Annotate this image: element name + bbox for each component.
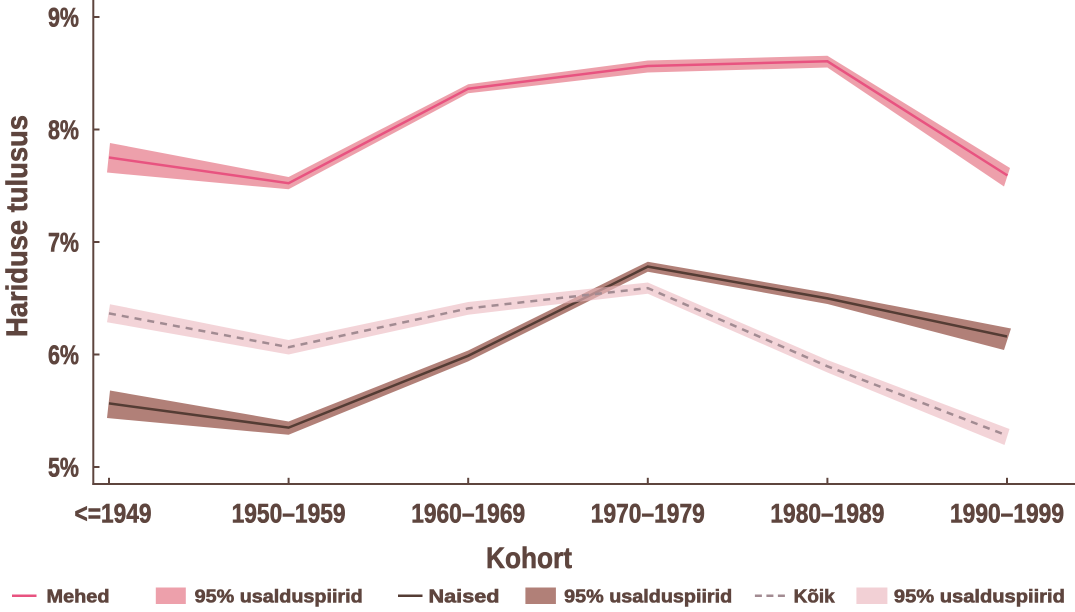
svg-text:5%: 5% bbox=[48, 453, 79, 483]
svg-text:6%: 6% bbox=[48, 340, 79, 370]
svg-text:7%: 7% bbox=[48, 228, 79, 258]
svg-text:8%: 8% bbox=[48, 115, 79, 145]
svg-text:Hariduse tulusus: Hariduse tulusus bbox=[1, 115, 34, 337]
svg-text:1980–1989: 1980–1989 bbox=[770, 499, 884, 529]
svg-text:1970–1979: 1970–1979 bbox=[591, 499, 705, 529]
svg-text:Mehed: Mehed bbox=[47, 587, 110, 607]
svg-text:95% usalduspiirid: 95% usalduspiirid bbox=[195, 587, 363, 607]
svg-text:9%: 9% bbox=[48, 3, 79, 33]
svg-text:95% usalduspiirid: 95% usalduspiirid bbox=[894, 587, 1065, 607]
svg-text:1960–1969: 1960–1969 bbox=[411, 499, 525, 529]
svg-text:Naised: Naised bbox=[429, 587, 500, 607]
svg-text:1990–1999: 1990–1999 bbox=[950, 499, 1064, 529]
svg-text:1950–1959: 1950–1959 bbox=[232, 499, 346, 529]
svg-text:Kohort: Kohort bbox=[486, 542, 572, 575]
svg-text:<=1949: <=1949 bbox=[75, 499, 152, 529]
svg-text:Kõik: Kõik bbox=[794, 587, 836, 607]
svg-text:95% usalduspiirid: 95% usalduspiirid bbox=[564, 587, 732, 607]
